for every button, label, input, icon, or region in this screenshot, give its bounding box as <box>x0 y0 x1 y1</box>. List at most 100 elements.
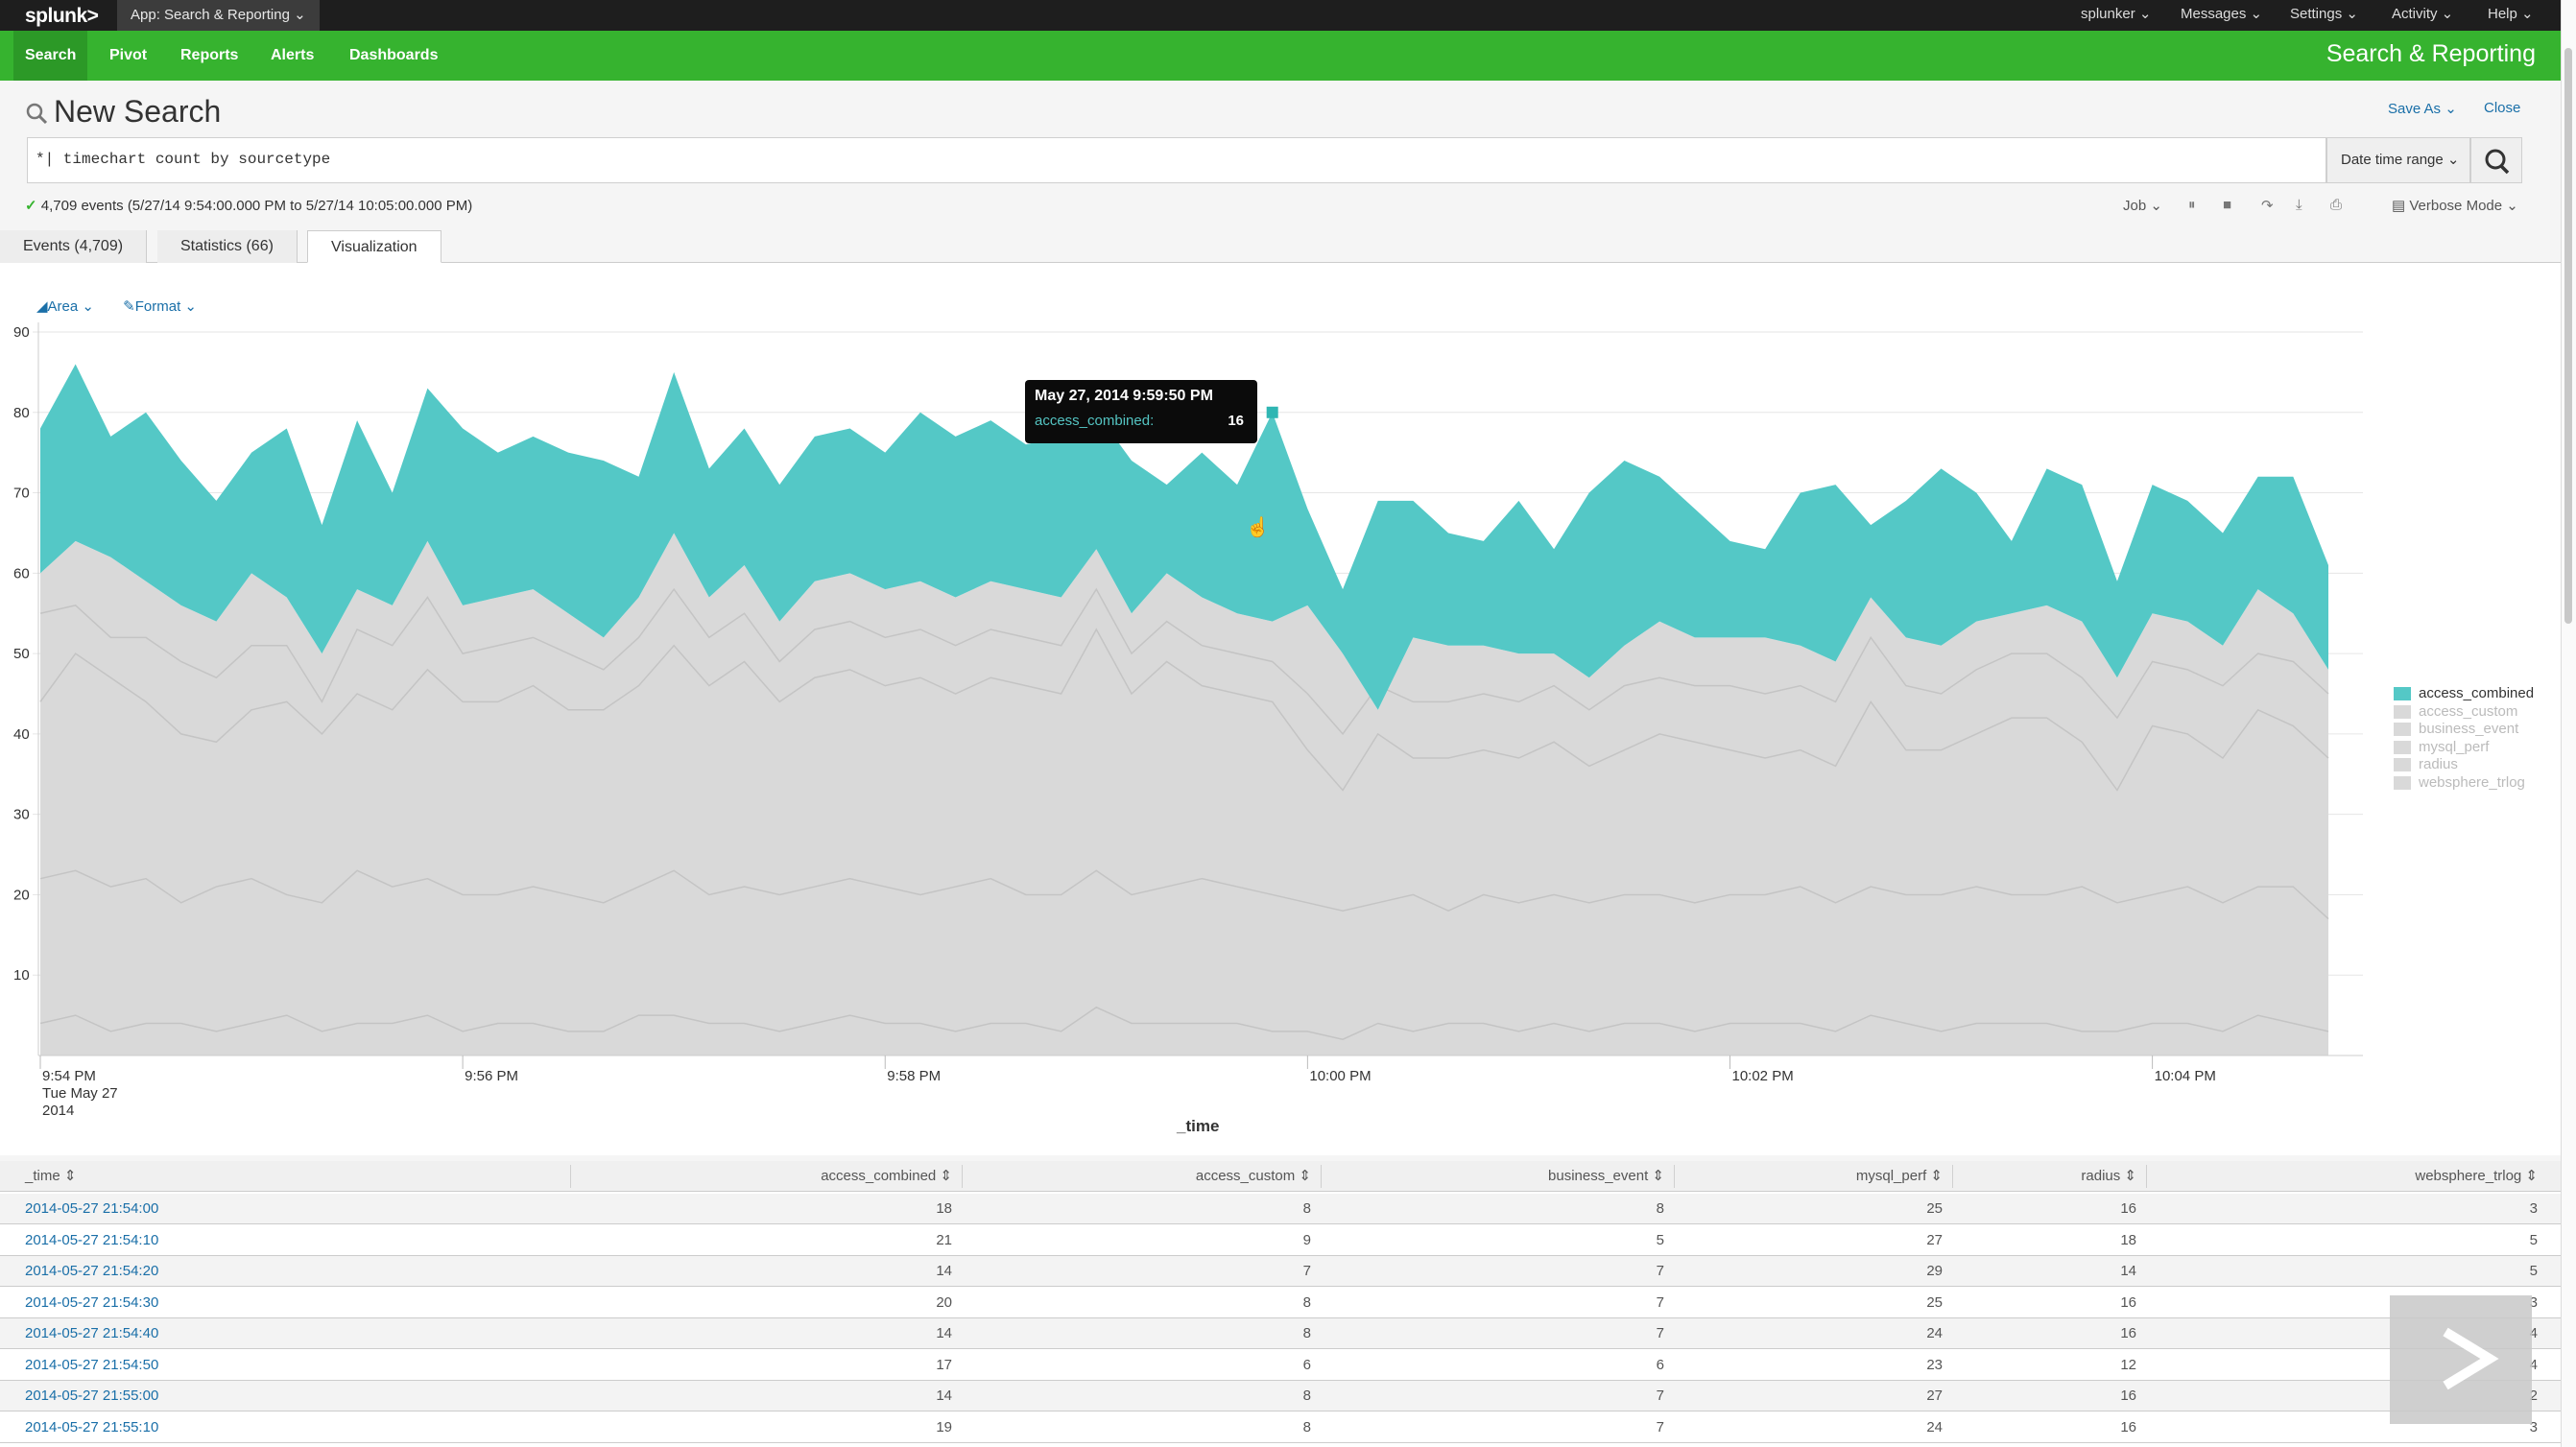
column-divider[interactable] <box>570 1165 571 1188</box>
legend-item[interactable]: websphere_trlog <box>2394 774 2534 793</box>
stop-icon[interactable]: ■ <box>2223 197 2232 213</box>
legend-item[interactable]: business_event <box>2394 721 2534 739</box>
print-icon[interactable]: ⎙ <box>2330 197 2343 213</box>
x-tick-label: 9:56 PM <box>465 1068 518 1084</box>
column-divider[interactable] <box>962 1165 963 1188</box>
check-icon: ✓ <box>25 198 37 214</box>
table-cell: 4 <box>2529 1356 2538 1373</box>
legend-item[interactable]: access_custom <box>2394 703 2534 722</box>
table-cell: 2014-05-27 21:55:00 <box>25 1388 159 1404</box>
table-cell: 18 <box>2120 1231 2136 1248</box>
search-input[interactable]: *| timechart count by sourcetype <box>27 137 2326 183</box>
help-menu[interactable]: Help ⌄ <box>2488 6 2534 22</box>
table-row: 2014-05-27 21:54:50 17 6 6 23 12 4 <box>0 1350 2561 1381</box>
save-as-label: Save As <box>2388 101 2442 117</box>
play-arrow-icon <box>2443 1327 2499 1390</box>
area-chart-icon: ◢ <box>36 298 48 315</box>
table-cell: 5 <box>2529 1231 2538 1248</box>
viz-toolbar: ◢Area ⌄ ✎Format ⌄ <box>36 297 197 315</box>
nav-dashboards[interactable]: Dashboards <box>349 47 439 63</box>
help-menu-label: Help <box>2488 6 2517 22</box>
search-bar: *| timechart count by sourcetype Date ti… <box>27 137 2522 183</box>
result-tabs: Events (4,709) Statistics (66) Visualiza… <box>0 230 2561 263</box>
legend-item[interactable]: mysql_perf <box>2394 739 2534 757</box>
column-divider[interactable] <box>2146 1165 2147 1188</box>
table-cell: 14 <box>936 1263 952 1279</box>
activity-menu[interactable]: Activity ⌄ <box>2392 6 2454 22</box>
table-cell: 9 <box>1302 1231 1311 1248</box>
legend-item[interactable]: radius <box>2394 756 2534 774</box>
tab-events[interactable]: Events (4,709) <box>0 230 148 263</box>
table-row: 2014-05-27 21:55:00 14 8 7 27 16 2 <box>0 1381 2561 1411</box>
scrollbar-thumb[interactable] <box>2564 48 2572 624</box>
user-menu-label: splunker <box>2081 6 2135 22</box>
table-cell: 5 <box>1656 1231 1664 1248</box>
column-header[interactable]: business_event ⇕ <box>1548 1168 1664 1184</box>
nav-pivot[interactable]: Pivot <box>109 47 148 63</box>
search-button[interactable] <box>2470 137 2522 183</box>
column-divider[interactable] <box>1674 1165 1675 1188</box>
legend-swatch <box>2394 687 2411 701</box>
table-cell: 6 <box>1656 1356 1664 1373</box>
table-cell: 2014-05-27 21:54:20 <box>25 1263 159 1279</box>
column-divider[interactable] <box>1321 1165 1322 1188</box>
nav-alerts[interactable]: Alerts <box>271 47 315 63</box>
y-tick-label: 60 <box>13 565 30 581</box>
nav-search[interactable]: Search <box>13 31 88 81</box>
table-cell: 29 <box>1926 1263 1943 1279</box>
column-header[interactable]: _time ⇕ <box>25 1168 77 1184</box>
table-cell: 8 <box>1302 1388 1311 1404</box>
save-as-button[interactable]: Save As ⌄ <box>2388 101 2457 117</box>
splunk-logo[interactable]: splunk> <box>25 5 99 27</box>
chevron-down-icon: ⌄ <box>2446 152 2460 168</box>
table-cell: 5 <box>2529 1263 2538 1279</box>
search-icon <box>26 103 48 125</box>
table-cell: 17 <box>936 1356 952 1373</box>
legend-item[interactable]: access_combined <box>2394 685 2534 703</box>
column-header[interactable]: websphere_trlog ⇕ <box>2415 1168 2538 1184</box>
app-menu[interactable]: App: Search & Reporting ⌄ <box>117 0 320 31</box>
search-mode-menu[interactable]: ▤ Verbose Mode ⌄ <box>2392 198 2518 214</box>
play-overlay[interactable] <box>2390 1295 2532 1424</box>
table-cell: 16 <box>2120 1293 2136 1311</box>
close-button[interactable]: Close <box>2484 100 2521 116</box>
user-menu[interactable]: splunker ⌄ <box>2081 6 2152 22</box>
app-menu-label: App: Search & Reporting <box>131 7 290 23</box>
scrollbar[interactable] <box>2561 0 2576 1447</box>
column-header[interactable]: access_custom ⇕ <box>1195 1168 1311 1184</box>
column-header[interactable]: mysql_perf ⇕ <box>1855 1168 1943 1184</box>
chevron-down-icon: ⌄ <box>294 7 306 23</box>
page-title: New Search <box>54 94 222 129</box>
share-icon[interactable]: ↷ <box>2261 198 2274 214</box>
column-header[interactable]: radius ⇕ <box>2081 1168 2136 1184</box>
x-tick-label: 9:58 PM <box>887 1068 941 1084</box>
format-menu[interactable]: ✎Format ⌄ <box>123 298 197 315</box>
table-cell: 2 <box>2529 1388 2538 1404</box>
settings-menu[interactable]: Settings ⌄ <box>2290 6 2358 22</box>
table-cell: 2014-05-27 21:54:40 <box>25 1325 159 1341</box>
mode-icon: ▤ <box>2392 198 2406 214</box>
y-tick-label: 20 <box>13 887 30 903</box>
column-header[interactable]: access_combined ⇕ <box>821 1168 952 1184</box>
legend-label: radius <box>2419 756 2458 772</box>
messages-menu[interactable]: Messages ⌄ <box>2181 6 2263 22</box>
job-menu[interactable]: Job ⌄ <box>2123 198 2162 214</box>
nav-reports[interactable]: Reports <box>180 47 239 63</box>
table-cell: 27 <box>1926 1388 1943 1404</box>
tab-statistics[interactable]: Statistics (66) <box>157 230 298 263</box>
messages-menu-label: Messages <box>2181 6 2247 22</box>
table-cell: 3 <box>2529 1293 2538 1311</box>
chart-type-menu[interactable]: ◢Area ⌄ <box>36 298 94 315</box>
table-cell: 3 <box>2529 1418 2538 1435</box>
table-cell: 16 <box>2120 1388 2136 1404</box>
chart-type-label: Area <box>47 298 79 315</box>
column-divider[interactable] <box>1952 1165 1953 1188</box>
legend-swatch <box>2394 758 2411 772</box>
export-icon[interactable]: ⤓ <box>2296 197 2302 213</box>
time-range-picker[interactable]: Date time range ⌄ <box>2326 137 2470 183</box>
pause-icon[interactable]: ⏸ <box>2188 197 2196 213</box>
table-cell: 8 <box>1302 1325 1311 1341</box>
tab-visualization[interactable]: Visualization <box>307 230 441 263</box>
table-cell: 4 <box>2529 1325 2538 1341</box>
